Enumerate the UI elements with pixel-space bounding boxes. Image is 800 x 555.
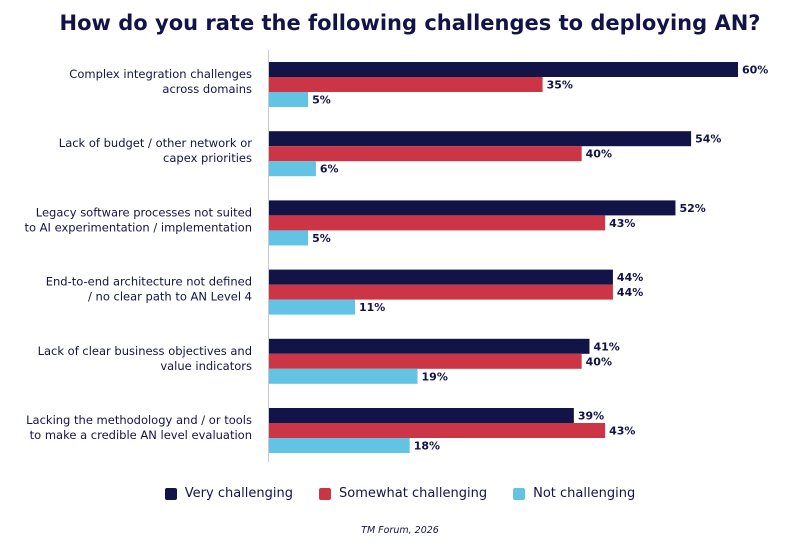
bar [269, 230, 309, 246]
category-label-line: Legacy software processes not suited [36, 205, 252, 219]
bar [269, 215, 606, 231]
legend-label: Somewhat challenging [339, 486, 488, 501]
bar [269, 269, 613, 285]
bar [269, 146, 582, 162]
bar-value-label: 43% [609, 425, 635, 438]
category-label: Lack of budget / other network or capex p… [59, 136, 252, 165]
category-label: Lacking the methodology and / or tools to… [26, 413, 252, 442]
legend-swatch-somewhat-challenging [319, 487, 332, 500]
category-label-line: across domains [162, 82, 252, 96]
bar [269, 92, 309, 107]
bar-value-label: 54% [695, 133, 721, 146]
bar-value-label: 43% [609, 217, 635, 230]
category-label-line: capex priorities [163, 151, 252, 165]
bar [269, 200, 676, 216]
bar [269, 62, 738, 77]
bar-value-label: 52% [679, 202, 705, 215]
category-label: End-to-end architecture not defined / no … [46, 275, 252, 304]
category-label-line: Lack of clear business objectives and [38, 344, 252, 358]
bar [269, 423, 606, 438]
bar-value-label: 39% [578, 410, 604, 423]
legend-label: Very challenging [184, 486, 294, 501]
bar-value-label: 40% [586, 148, 612, 161]
bar-value-label: 6% [320, 163, 339, 176]
category-label-line: Lacking the methodology and / or tools [26, 413, 252, 427]
legend-item-very-challenging: Very challenging [164, 486, 294, 501]
bar [269, 284, 613, 300]
category-label-line: / no clear path to AN Level 4 [88, 290, 252, 304]
bar-value-label: 41% [593, 340, 619, 353]
bar-chart: How do you rate the following challenges… [24, 11, 768, 462]
bar-value-label: 11% [359, 301, 385, 314]
bar [269, 131, 692, 147]
bar [269, 161, 316, 177]
bar-value-label: 5% [312, 94, 331, 107]
category-label: Legacy software processes not suited to A… [24, 205, 252, 234]
legend-item-not-challenging: Not challenging [513, 486, 635, 501]
category-label-line: Lack of budget / other network or [59, 136, 252, 150]
bar [269, 338, 590, 354]
bar [269, 368, 418, 384]
chart-title: How do you rate the following challenges… [60, 11, 761, 35]
source-note: TM Forum, 2026 [361, 525, 439, 536]
bar [269, 353, 582, 369]
bar-value-label: 18% [414, 440, 440, 453]
bar [269, 438, 410, 453]
bar [269, 299, 355, 315]
legend: Very challenging Somewhat challenging No… [0, 486, 800, 501]
category-label-line: Complex integration challenges [69, 67, 252, 81]
category-label-line: End-to-end architecture not defined [46, 275, 252, 289]
category-label: Complex integration challenges across dom… [69, 67, 252, 96]
category-label-line: value indicators [160, 359, 252, 373]
bar-value-label: 44% [617, 286, 643, 299]
bar-value-label: 19% [422, 370, 448, 383]
bar-value-label: 35% [547, 79, 573, 92]
legend-swatch-very-challenging [164, 487, 177, 500]
category-label-line: to make a credible AN level evaluation [30, 428, 252, 442]
bar-value-label: 5% [312, 232, 331, 245]
legend-label: Not challenging [533, 486, 636, 501]
bar [269, 408, 574, 423]
legend-swatch-not-challenging [513, 487, 526, 500]
category-label: Lack of clear business objectives and val… [38, 344, 252, 373]
bar-value-label: 60% [742, 64, 768, 77]
category-label-line: to AI experimentation / implementation [24, 220, 252, 234]
legend-item-somewhat-challenging: Somewhat challenging [319, 486, 487, 501]
bar [269, 77, 543, 92]
bar-value-label: 44% [617, 271, 643, 284]
plot-area: Complex integration challenges across dom… [24, 62, 768, 453]
bar-value-label: 40% [586, 355, 612, 368]
